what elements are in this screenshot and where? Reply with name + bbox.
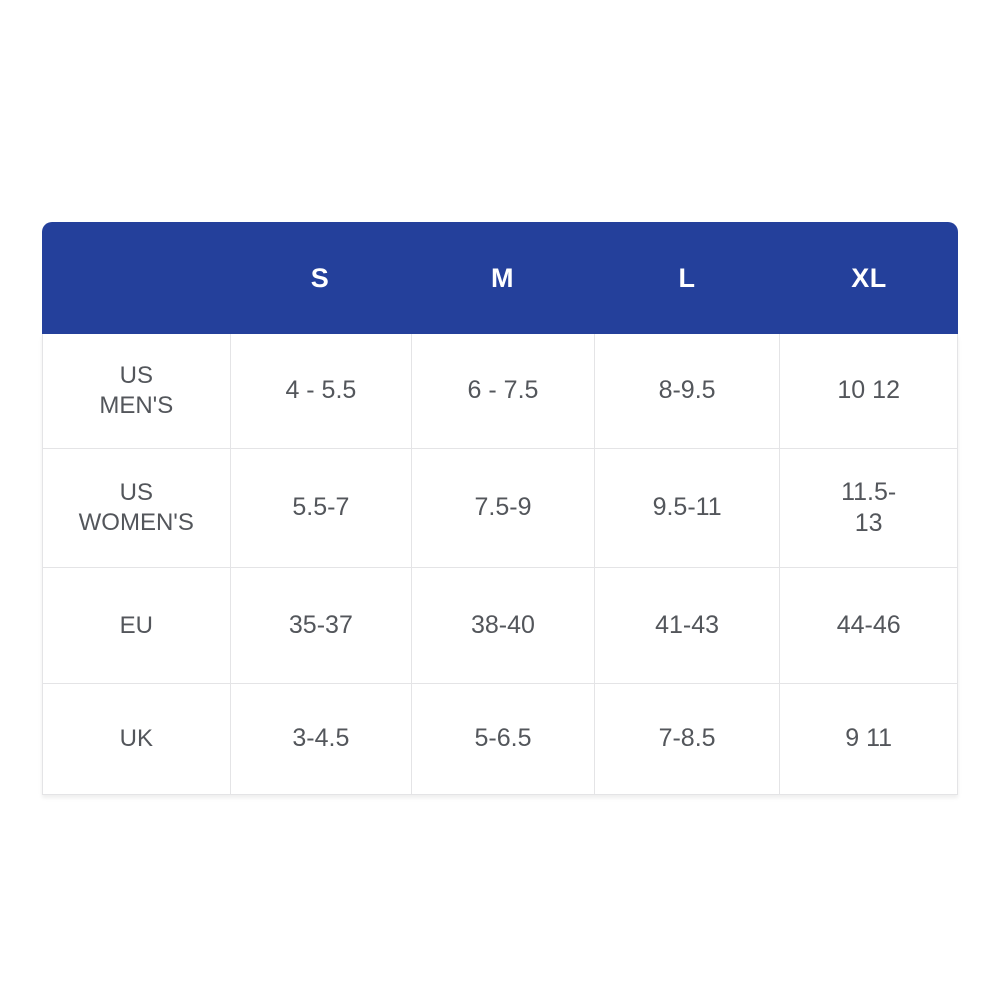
size-value-cell: 35-37 [229,568,412,683]
size-value-cell: 6 - 7.5 [411,334,594,448]
size-value-cell: 7.5-9 [411,449,594,567]
size-value-cell: 3-4.5 [229,684,412,794]
header-cell-xl: XL [851,262,887,293]
row-label-us-mens: US MEN'S [99,362,174,419]
size-value-cell: 9 11 [779,684,957,794]
size-value-cell: 8-9.5 [593,334,780,448]
size-value-cell: 11.5- 13 [779,449,957,567]
size-value-cell: 4 - 5.5 [229,334,412,448]
size-value-cell: 5-6.5 [411,684,594,794]
table-row-eu: EU 35-37 38-40 41-43 44-46 [43,567,957,683]
size-value-cell: 38-40 [411,568,594,683]
header-cell-m: M [491,262,514,293]
table-row-us-womens: US WOMEN'S 5.5-7 7.5-9 9.5-11 11.5- 13 [43,448,957,567]
header-cell-l: L [678,262,696,293]
size-value-cell: 5.5-7 [229,449,412,567]
row-label-eu: EU [119,611,153,639]
size-value-cell: 7-8.5 [593,684,780,794]
size-chart-header-row: S M L XL [42,222,958,334]
table-row-uk: UK 3-4.5 5-6.5 7-8.5 9 11 [43,683,957,794]
header-cell-s: S [310,262,330,293]
size-value-cell: 44-46 [779,568,957,683]
row-label-us-womens: US WOMEN'S [78,479,194,536]
header-corner-cell [42,222,229,334]
size-value-cell: 9.5-11 [593,449,780,567]
size-value-cell: 41-43 [593,568,780,683]
size-chart-body: US MEN'S 4 - 5.5 6 - 7.5 8-9.5 10 12 US … [42,334,958,795]
table-row-us-mens: US MEN'S 4 - 5.5 6 - 7.5 8-9.5 10 12 [43,334,957,448]
size-value-cell: 10 12 [779,334,957,448]
row-label-uk: UK [119,725,153,752]
size-chart-table: S M L XL US MEN'S 4 - 5.5 6 - 7.5 8-9.5 … [42,222,958,795]
